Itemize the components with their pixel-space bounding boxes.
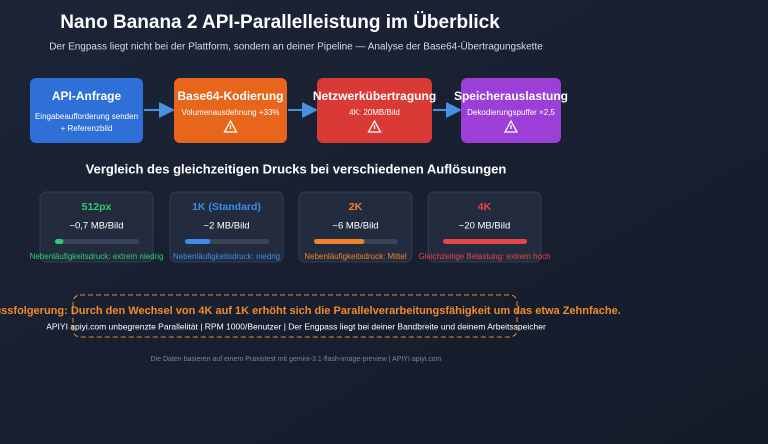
- pipeline-title: Speicherauslastung: [454, 89, 568, 103]
- card-pressure: Nebenläufigkeitsdruck: Mittel: [304, 252, 406, 261]
- pipeline-box: [30, 78, 143, 143]
- section-heading: Vergleich des gleichzeitigen Drucks bei …: [86, 161, 507, 176]
- pipeline-title: Netzwerkübertragung: [313, 89, 436, 103]
- warning-icon: [503, 119, 519, 133]
- subtitle: Der Engpass liegt nicht bei der Plattfor…: [49, 41, 543, 53]
- card: [427, 191, 542, 263]
- pipeline: API-Anfrage Eingabeaufforderung senden + R…: [30, 78, 568, 143]
- card-pressure: Gleichzeitige Belastung: extrem hoch: [418, 252, 550, 261]
- card: [169, 191, 284, 263]
- card: [39, 191, 154, 263]
- card-size: ~20 MB/Bild: [459, 221, 511, 232]
- card-pressure: Nebenläufigkeitsdruck: extrem niedrig: [30, 252, 164, 261]
- progress-fill: [314, 239, 365, 244]
- progress-track: [55, 239, 139, 244]
- pipeline-box: [174, 78, 287, 143]
- warning-icon: [367, 119, 382, 133]
- card-resolution: 1K (Standard): [192, 201, 261, 213]
- pipeline-detail: Eingabeaufforderung senden + Referenzbild: [35, 112, 138, 133]
- pipeline-detail: Volumenausdehnung +33%: [181, 108, 279, 117]
- card-size: ~2 MB/Bild: [203, 221, 249, 232]
- pipeline-detail: Dekodierungspuffer ×2,5: [467, 108, 555, 117]
- pipeline-box: [317, 78, 432, 143]
- pipeline-title: Base64-Kodierung: [177, 89, 283, 103]
- pipeline-box: [461, 78, 561, 143]
- card-resolution: 2K: [349, 201, 363, 213]
- title: Nano Banana 2 API-Parallelleistung im Üb…: [60, 12, 500, 33]
- card-resolution: 4K: [478, 201, 492, 213]
- card-pressure: Nebenläufigkeitsdruck: niedrig: [173, 252, 280, 261]
- card: [298, 191, 413, 263]
- progress-fill: [443, 239, 527, 244]
- cards: 512px ~0,7 MB/Bild Nebenläufigkeitsdruck: …: [30, 191, 551, 263]
- conclusion-headline: Schlussfolgerung: Durch den Wechsel von …: [0, 305, 621, 317]
- conclusion-detail: APIYI apiyi.com unbegrenzte Parallelität…: [46, 321, 546, 331]
- progress-fill: [55, 239, 64, 244]
- pipeline-title: API-Anfrage: [52, 89, 122, 103]
- pipeline-detail: 4K: 20MB/Bild: [349, 108, 400, 117]
- progress-fill: [185, 239, 211, 244]
- card-size: ~6 MB/Bild: [332, 221, 378, 232]
- card-resolution: 512px: [82, 201, 112, 213]
- card-size: ~0,7 MB/Bild: [69, 221, 123, 232]
- footer: Die Daten basieren auf einem Praxistest …: [151, 356, 442, 363]
- warning-icon: [223, 119, 238, 133]
